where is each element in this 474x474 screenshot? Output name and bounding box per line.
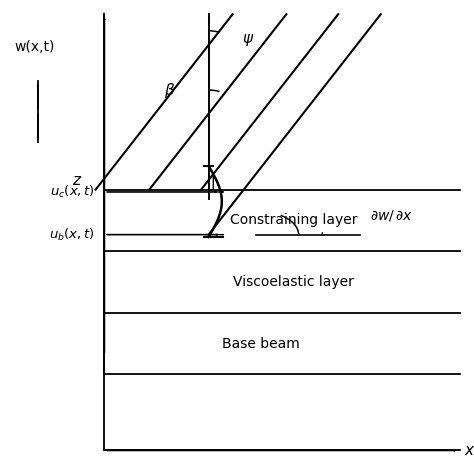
Text: $\psi$: $\psi$ [242,32,254,48]
Text: $\partial w/\,\partial x$: $\partial w/\,\partial x$ [370,208,413,223]
Text: $\beta$: $\beta$ [164,81,175,100]
Text: w(x,t): w(x,t) [14,40,55,55]
Text: $u_c(x,t)$: $u_c(x,t)$ [50,184,95,200]
Text: Base beam: Base beam [222,337,300,351]
Text: $u_b(x,t)$: $u_b(x,t)$ [49,227,95,243]
Text: Viscoelastic layer: Viscoelastic layer [233,275,355,289]
Text: x: x [465,443,474,458]
Text: z: z [72,173,80,188]
Text: Constraining layer: Constraining layer [230,213,357,228]
